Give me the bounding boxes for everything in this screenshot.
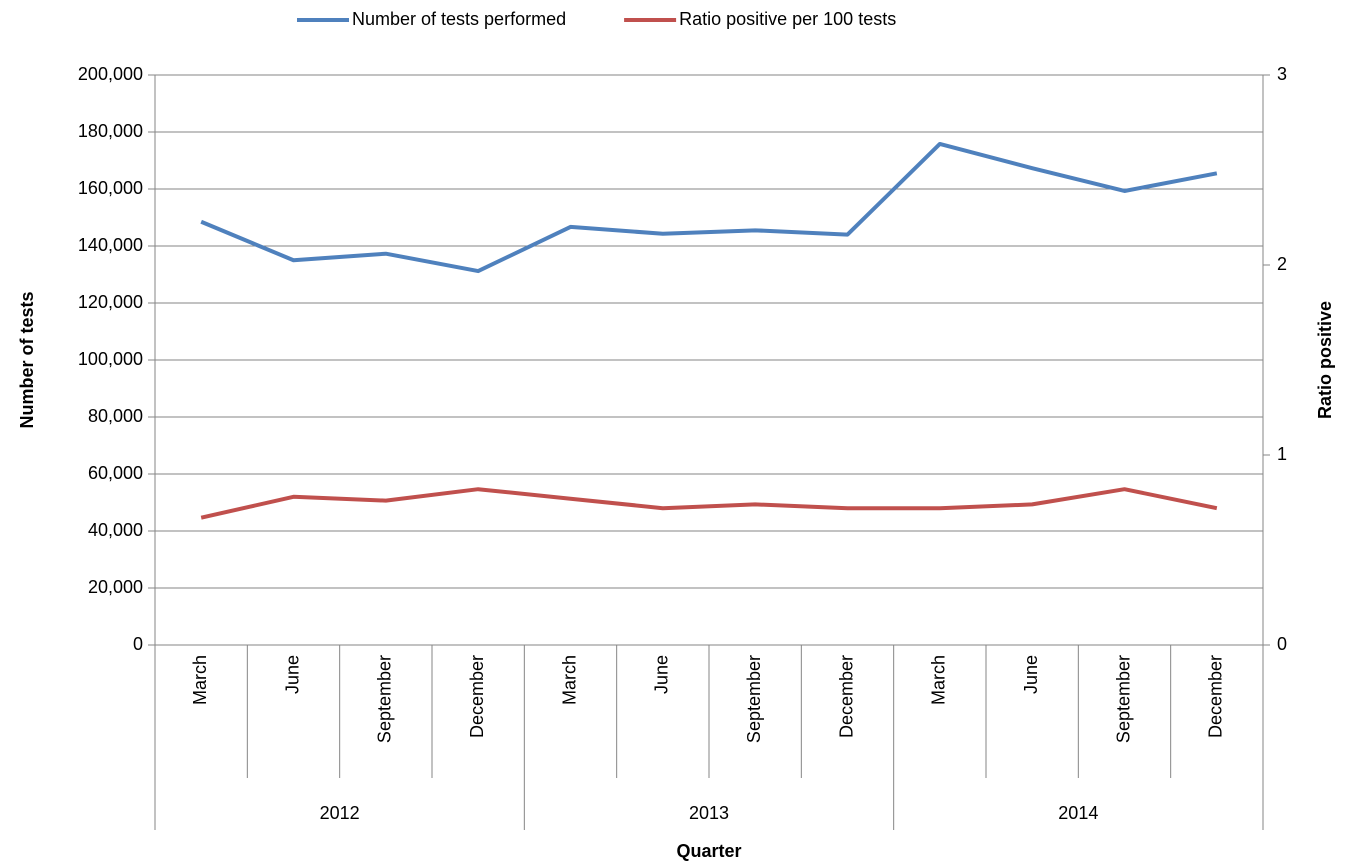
y-axis-title: Number of tests [17, 291, 37, 428]
y2-axis-title: Ratio positive [1315, 301, 1335, 419]
y-tick-label: 80,000 [88, 406, 143, 426]
y-tick-label: 0 [133, 634, 143, 654]
y2-tick-label: 3 [1277, 64, 1287, 84]
x-tick-label: June [282, 655, 302, 694]
x-tick-label: March [929, 655, 949, 705]
y2-tick-label: 0 [1277, 634, 1287, 654]
x-group-label: 2014 [1058, 803, 1098, 823]
legend-label: Number of tests performed [352, 9, 566, 29]
x-tick-label: September [744, 655, 764, 743]
x-tick-label: September [375, 655, 395, 743]
x-group-label: 2013 [689, 803, 729, 823]
x-axis-title: Quarter [676, 841, 741, 861]
y-tick-label: 160,000 [78, 178, 143, 198]
x-tick-label: September [1113, 655, 1133, 743]
y-tick-label: 200,000 [78, 64, 143, 84]
x-tick-label: December [1206, 655, 1226, 738]
x-tick-label: December [467, 655, 487, 738]
y-tick-label: 20,000 [88, 577, 143, 597]
y-tick-label: 100,000 [78, 349, 143, 369]
x-group-label: 2012 [320, 803, 360, 823]
y2-tick-label: 1 [1277, 444, 1287, 464]
y-tick-label: 180,000 [78, 121, 143, 141]
x-tick-label: March [559, 655, 579, 705]
x-tick-label: December [836, 655, 856, 738]
x-tick-label: June [1021, 655, 1041, 694]
data-line [200, 487, 1218, 520]
y-tick-label: 40,000 [88, 520, 143, 540]
x-tick-label: June [652, 655, 672, 694]
legend-label: Ratio positive per 100 tests [679, 9, 896, 29]
data-line [200, 141, 1218, 274]
y-tick-label: 60,000 [88, 463, 143, 483]
y-tick-label: 120,000 [78, 292, 143, 312]
x-tick-label: March [190, 655, 210, 705]
y-tick-label: 140,000 [78, 235, 143, 255]
y2-tick-label: 2 [1277, 254, 1287, 274]
